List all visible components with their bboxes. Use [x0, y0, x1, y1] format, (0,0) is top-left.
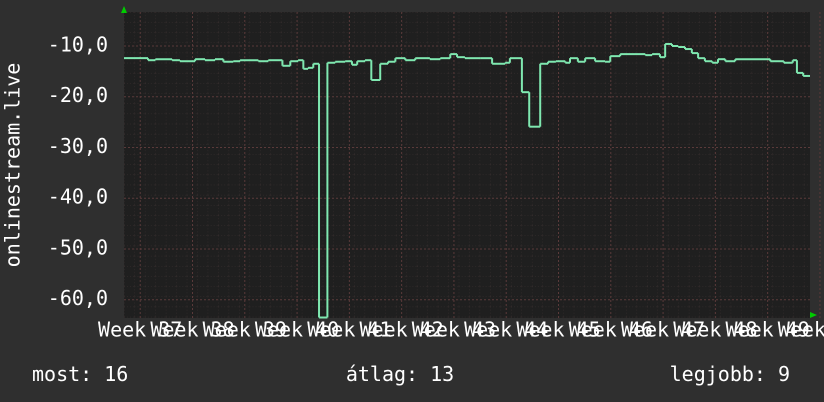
line-series: [124, 42, 810, 319]
y-tick-label: -60,0: [48, 286, 108, 310]
stat-label: átlag:: [346, 362, 418, 386]
stat-value: 16: [104, 362, 128, 386]
axis-arrow: [810, 312, 817, 318]
y-tick-label: -50,0: [48, 235, 108, 259]
x-tick-label: Week 42: [359, 318, 443, 342]
stat-value: 13: [430, 362, 454, 386]
x-tick-label: Week 46: [569, 318, 653, 342]
stat: átlag: 13: [346, 362, 454, 386]
minor-grid: [124, 12, 810, 318]
x-tick-label: Week 40: [255, 318, 339, 342]
x-tick-label: Week 50: [778, 318, 824, 342]
grid: [124, 12, 821, 318]
x-tick-label: Week 47: [621, 318, 705, 342]
x-tick-label: Week 48: [673, 318, 757, 342]
x-tick-label: Week 41: [307, 318, 391, 342]
stat-value: 9: [778, 362, 790, 386]
stat: most: 16: [32, 362, 128, 386]
x-tick-label: Week 39: [203, 318, 287, 342]
y-tick-label: -20,0: [48, 83, 108, 107]
x-tick-label: Week 45: [516, 318, 600, 342]
y-tick-label: -30,0: [48, 134, 108, 158]
x-tick-label: Week 49: [725, 318, 809, 342]
axis-arrow: [121, 6, 127, 13]
stat: legjobb: 9: [670, 362, 790, 386]
y-axis-label: onlinestream.live: [1, 63, 25, 268]
stat-label: legjobb:: [670, 362, 766, 386]
stat-label: most:: [32, 362, 92, 386]
x-tick-label: Week 44: [464, 318, 548, 342]
y-tick-label: -10,0: [48, 33, 108, 57]
x-tick-label: Week 43: [412, 318, 496, 342]
x-tick-label: Week 38: [150, 318, 234, 342]
x-tick-label: Week 37: [98, 318, 182, 342]
stats: most: 16 átlag: 13 legjobb: 9: [32, 362, 790, 386]
y-tick-label: -40,0: [48, 185, 108, 209]
